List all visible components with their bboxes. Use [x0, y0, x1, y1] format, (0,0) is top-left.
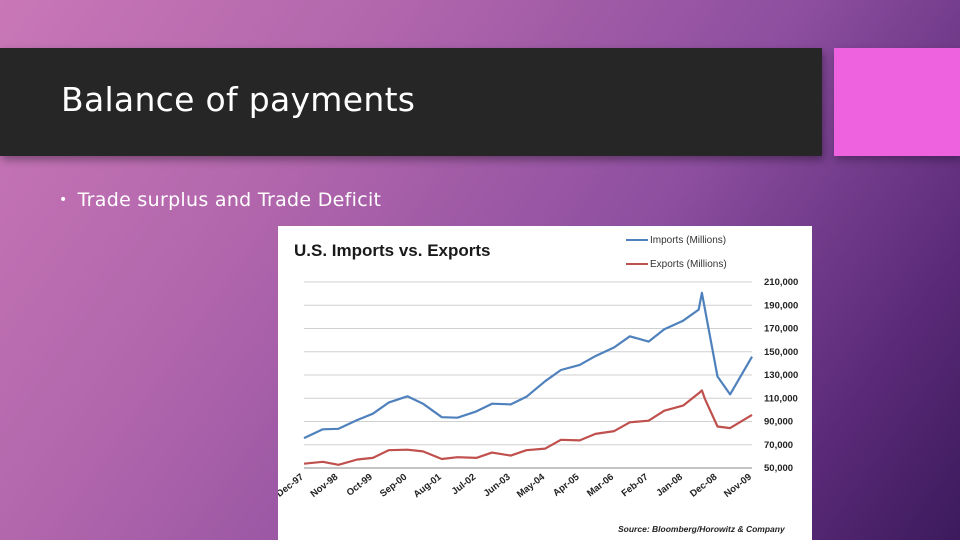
- exports-series-line: [303, 389, 753, 466]
- x-tick-label: Dec-08: [688, 472, 719, 500]
- title-bar: [0, 48, 822, 156]
- x-tick-label: May-04: [515, 471, 548, 500]
- y-tick-label: 150,000: [764, 347, 798, 358]
- chart-gridlines: [304, 281, 752, 469]
- x-tick-label: Jan-08: [654, 472, 684, 499]
- slide-title: Balance of payments: [61, 80, 416, 119]
- y-tick-label: 50,000: [764, 463, 793, 474]
- chart-title: U.S. Imports vs. Exports: [294, 241, 491, 260]
- y-tick-label: 210,000: [764, 277, 798, 288]
- y-axis: 210,000 190,000 170,000 150,000 130,000 110,0…: [764, 277, 798, 474]
- legend-exports-label: Exports (Millions): [650, 259, 727, 270]
- accent-block: [834, 48, 960, 156]
- x-tick-label: Jun-03: [482, 472, 513, 500]
- y-tick-label: 130,000: [764, 370, 798, 381]
- bullet-item: • Trade surplus and Trade Deficit: [59, 189, 381, 211]
- y-tick-label: 90,000: [764, 417, 793, 428]
- bullet-text: Trade surplus and Trade Deficit: [77, 189, 382, 211]
- y-tick-label: 170,000: [764, 324, 798, 335]
- legend-imports-label: Imports (Millions): [650, 235, 726, 246]
- x-tick-label: Feb-07: [620, 472, 651, 500]
- x-tick-label: Nov-98: [309, 472, 341, 500]
- chart-source: Source: Bloomberg/Horowitz & Company: [618, 524, 786, 534]
- bullet-dot-icon: •: [59, 192, 68, 208]
- chart-legend: Imports (Millions) Exports (Millions): [626, 235, 727, 270]
- x-tick-label: Sep-00: [378, 472, 409, 500]
- x-tick-label: Jul-02: [450, 472, 478, 498]
- x-axis: Dec-97 Nov-98 Oct-99 Sep-00 Aug-01 Jul-02 Jun-…: [278, 471, 754, 500]
- x-tick-label: Nov-09: [722, 472, 754, 500]
- x-tick-label: Dec-97: [278, 472, 306, 500]
- chart-series: [303, 291, 753, 466]
- imports-series-line: [303, 291, 753, 440]
- x-tick-label: Aug-01: [412, 471, 445, 500]
- x-tick-label: Apr-05: [551, 471, 582, 499]
- y-tick-label: 70,000: [764, 440, 793, 451]
- y-tick-label: 190,000: [764, 300, 798, 311]
- imports-exports-chart: U.S. Imports vs. Exports Imports (Millio…: [278, 226, 812, 540]
- x-tick-label: Mar-06: [585, 472, 616, 500]
- y-tick-label: 110,000: [764, 393, 798, 404]
- x-tick-label: Oct-99: [345, 472, 375, 499]
- chart-svg: U.S. Imports vs. Exports Imports (Millio…: [278, 235, 798, 534]
